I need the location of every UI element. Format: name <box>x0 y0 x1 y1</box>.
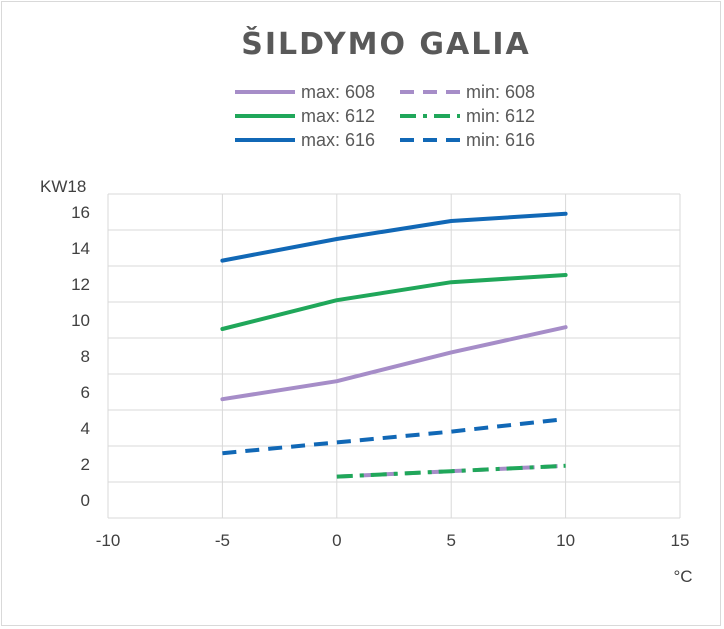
chart-title: ŠILDYMO GALIA <box>241 25 530 62</box>
legend-label: max: 616 <box>301 130 375 150</box>
legend-label: max: 612 <box>301 106 375 126</box>
x-tick-label: 15 <box>671 531 690 550</box>
y-tick-label: 12 <box>71 275 90 294</box>
series-lines <box>220 211 568 479</box>
legend: max: 608 min: 608 max: 612 min: 612 max: 616… <box>235 82 535 150</box>
y-tick-label: 4 <box>81 419 90 438</box>
y-tick-label: 0 <box>81 491 90 510</box>
x-tick-label: -5 <box>215 531 230 550</box>
legend-label: min: 608 <box>466 82 535 102</box>
y-tick-label: 6 <box>81 383 90 402</box>
series-line <box>336 463 566 479</box>
series-line <box>220 325 568 402</box>
y-tick-label: 16 <box>71 203 90 222</box>
y-axis-label: KW18 <box>40 177 86 196</box>
x-tick-label: 5 <box>446 531 455 550</box>
series-line <box>336 463 566 479</box>
x-tick-label: 0 <box>332 531 341 550</box>
legend-label: min: 616 <box>466 130 535 150</box>
x-axis-label: °C <box>673 567 692 586</box>
legend-label: min: 612 <box>466 106 535 126</box>
y-tick-label: 10 <box>71 311 90 330</box>
y-tick-label: 14 <box>71 239 90 258</box>
x-tick-labels: -10 -5 0 5 10 15 <box>96 531 690 550</box>
x-tick-label: 10 <box>556 531 575 550</box>
y-tick-label: 8 <box>81 347 90 366</box>
series-line <box>220 273 568 331</box>
y-tick-label: 2 <box>81 455 90 474</box>
x-tick-label: -10 <box>96 531 121 550</box>
gridlines <box>107 193 681 519</box>
legend-label: max: 608 <box>301 82 375 102</box>
y-tick-labels: 0 2 4 6 8 10 12 14 16 <box>71 203 90 510</box>
series-line <box>220 211 568 263</box>
series-line <box>222 417 566 456</box>
